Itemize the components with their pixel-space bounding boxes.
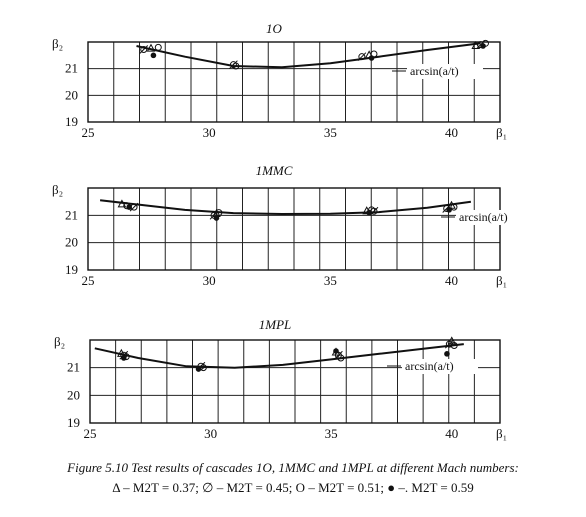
panel-title: 1MMC <box>256 163 293 178</box>
legend-symbol-dot: ● <box>387 480 396 495</box>
x-tick-label: 40 <box>445 273 458 288</box>
x-tick-label: 35 <box>324 273 337 288</box>
marker-circle <box>450 342 458 350</box>
marker-triangle <box>117 199 127 208</box>
x-tick-label: 35 <box>324 125 337 140</box>
marker-slashed-circle <box>357 52 367 62</box>
curve-label-bg <box>456 210 532 225</box>
x-tick-label: 25 <box>82 273 95 288</box>
x-tick-label: 30 <box>203 273 216 288</box>
legend-text-051: – M2T = 0.51; <box>308 480 385 495</box>
x-tick-label: 30 <box>203 125 216 140</box>
arcsin-curve <box>94 343 464 369</box>
curve-label: arcsin(a/t) <box>459 210 508 224</box>
legend-text-037: – M2T = 0.37; <box>123 480 199 495</box>
marker-dot <box>368 55 375 61</box>
marker-slashed-circle <box>139 45 149 54</box>
marker-dot <box>446 207 452 213</box>
legend-symbol-triangle: Δ <box>112 480 120 495</box>
figure-caption: Figure 5.10 Test results of cascades 1O,… <box>0 458 586 498</box>
grid-lines <box>90 340 500 424</box>
x-tick-label: 30 <box>204 426 217 441</box>
x-tick-label: 40 <box>445 426 458 441</box>
marker-circle <box>215 209 223 217</box>
plot-frame <box>87 41 501 123</box>
y-tick-label: 20 <box>65 235 78 250</box>
marker-circle <box>154 43 162 51</box>
marker-dot <box>480 43 486 49</box>
marker-dot <box>366 209 372 216</box>
x-tick-label: 25 <box>82 125 95 140</box>
arcsin-curve <box>136 42 481 69</box>
x-tick-label: 25 <box>84 426 97 441</box>
caption-legend: Δ – M2T = 0.37; ∅ – M2T = 0.45; O – M2T … <box>0 478 586 498</box>
legend-text-059: –. M2T = 0.59 <box>398 480 474 495</box>
caption-title: Figure 5.10 Test results of cascades 1O,… <box>67 460 519 475</box>
legend-text-045: – M2T = 0.45; <box>216 480 293 495</box>
marker-circle <box>232 62 240 70</box>
y-tick-label: 19 <box>65 114 78 129</box>
y-axis-label: β₂ <box>52 36 63 51</box>
legend-symbol-circle: O <box>295 480 306 495</box>
y-tick-label: 19 <box>65 262 78 277</box>
plot-frame <box>87 187 501 271</box>
marker-dot <box>150 52 157 59</box>
marker-dot <box>126 204 132 210</box>
curve-label-bg <box>407 64 483 79</box>
curve-label: arcsin(a/t) <box>405 359 454 373</box>
curve-label: arcsin(a/t) <box>410 64 459 78</box>
y-tick-label: 20 <box>67 387 80 402</box>
x-axis-label: β₁ <box>496 125 507 140</box>
panel-title: 1O <box>266 21 283 36</box>
marker-slashed-circle <box>444 339 454 349</box>
y-axis-label: β₂ <box>54 334 65 349</box>
grid-lines <box>88 42 500 123</box>
plot-frame <box>89 339 501 424</box>
x-tick-label: 35 <box>325 426 338 441</box>
panel-title: 1MPL <box>259 317 292 332</box>
marker-dot <box>333 348 339 354</box>
y-tick-label: 19 <box>67 415 80 430</box>
y-tick-label: 20 <box>65 87 78 102</box>
curve-label-bg <box>402 359 478 374</box>
y-tick-label: 21 <box>65 61 78 76</box>
marker-dot <box>213 215 220 221</box>
legend-symbol-slashed-circle: ∅ <box>202 480 214 495</box>
x-axis-label: β₁ <box>496 273 507 288</box>
marker-dot <box>195 366 202 372</box>
marker-triangle <box>146 43 156 52</box>
y-axis-label: β₂ <box>52 182 63 197</box>
y-tick-label: 21 <box>67 360 80 375</box>
y-tick-label: 21 <box>65 207 78 222</box>
x-tick-label: 40 <box>445 125 458 140</box>
marker-dot <box>444 351 450 357</box>
grid-lines <box>88 188 500 271</box>
marker-circle <box>450 203 458 211</box>
x-axis-label: β₁ <box>496 426 507 441</box>
marker-circle <box>337 354 345 362</box>
marker-dot <box>120 355 127 361</box>
arcsin-curve <box>99 199 472 216</box>
